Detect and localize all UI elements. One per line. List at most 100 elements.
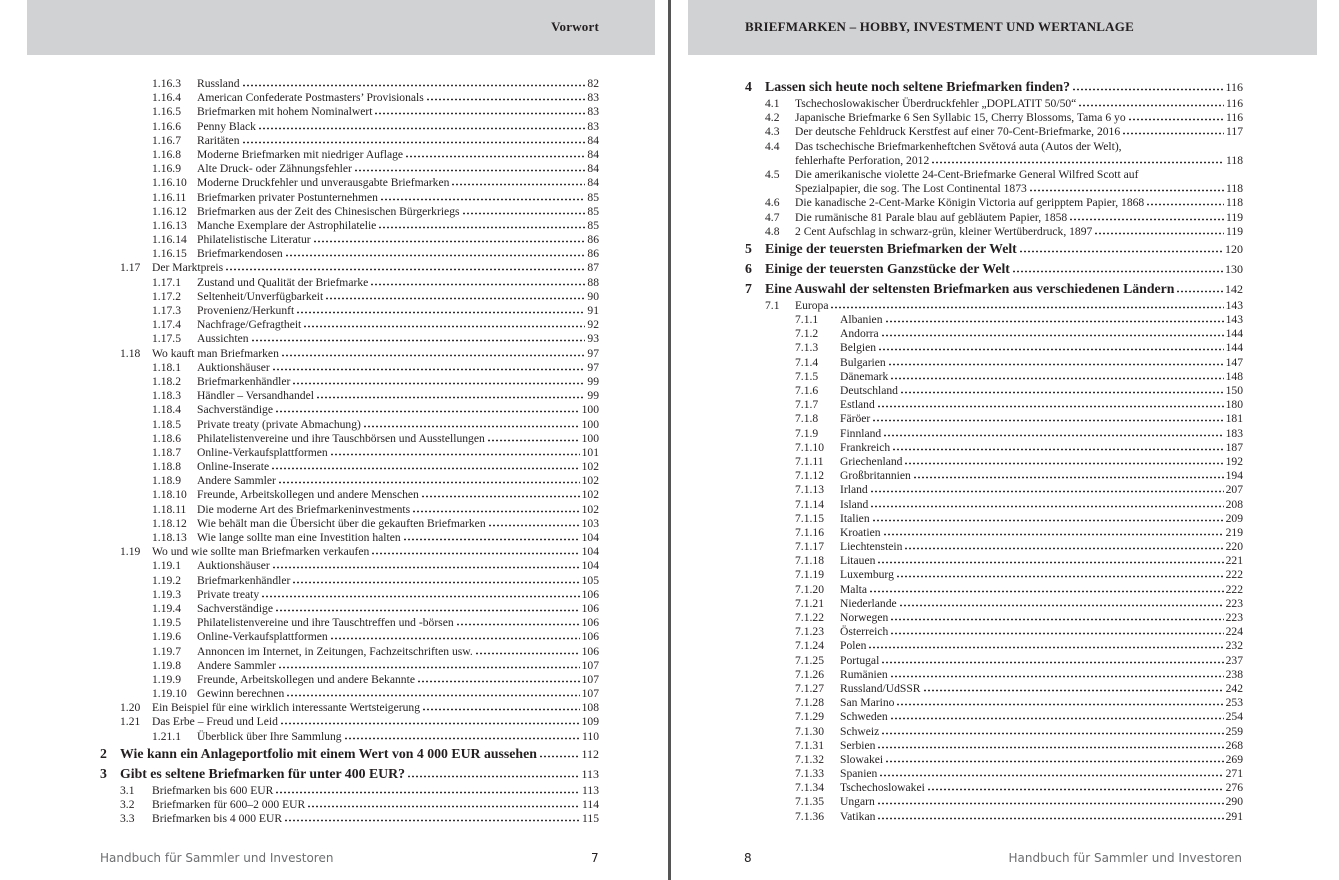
toc-entry[interactable]: 1.18 Wo kauft man Briefmarken 97	[100, 347, 599, 361]
toc-entry[interactable]: 1.17.1 Zustand und Qualität der Briefmark…	[100, 276, 599, 290]
toc-entry[interactable]: 3.3 Briefmarken bis 4 000 EUR 115	[100, 812, 599, 826]
toc-entry[interactable]: 1.18.11 Die moderne Art des Briefmarkenin…	[100, 503, 599, 517]
toc-entry[interactable]: 1.18.1 Auktionshäuser 97	[100, 361, 599, 375]
toc-entry[interactable]: 1.17.2 Seltenheit/Unverfügbarkeit 90	[100, 290, 599, 304]
toc-entry[interactable]: 7.1.17 Liechtenstein 220	[745, 540, 1243, 554]
toc-entry[interactable]: 7.1.20 Malta 222	[745, 583, 1243, 597]
toc-entry[interactable]: 7.1.1 Albanien 143	[745, 313, 1243, 327]
toc-entry[interactable]: 7.1.22 Norwegen 223	[745, 611, 1243, 625]
toc-entry[interactable]: 7.1.4 Bulgarien 147	[745, 356, 1243, 370]
toc-entry[interactable]: 4.2 Japanische Briefmarke 6 Sen Syllabic …	[745, 111, 1243, 125]
toc-entry[interactable]: 7.1.7 Estland 180	[745, 398, 1243, 412]
toc-entry[interactable]: 3.2 Briefmarken für 600–2 000 EUR 114	[100, 798, 599, 812]
toc-entry[interactable]: 4.6 Die kanadische 2-Cent-Marke Königin V…	[745, 196, 1243, 210]
toc-entry[interactable]: 7.1.27 Russland/UdSSR 242	[745, 682, 1243, 696]
toc-entry[interactable]: 1.17.4 Nachfrage/Gefragtheit 92	[100, 318, 599, 332]
toc-entry[interactable]: 1.16.11 Briefmarken privater Postunterneh…	[100, 191, 599, 205]
toc-entry[interactable]: 1.16.14 Philatelistische Literatur 86	[100, 233, 599, 247]
toc-entry[interactable]: 1.18.9 Andere Sammler 102	[100, 474, 599, 488]
toc-entry[interactable]: 4.1 Tschechoslowakischer Überdruckfehler …	[745, 97, 1243, 111]
toc-entry[interactable]: 1.19.4 Sachverständige 106	[100, 602, 599, 616]
toc-entry[interactable]: 6 Einige der teuersten Ganzstücke der Wel…	[745, 259, 1243, 279]
toc-entry[interactable]: 1.19.2 Briefmarkenhändler 105	[100, 574, 599, 588]
toc-entry[interactable]: 7 Eine Auswahl der seltensten Briefmarken…	[745, 279, 1243, 299]
toc-entry[interactable]: 1.18.6 Philatelistenvereine und ihre Taus…	[100, 432, 599, 446]
toc-entry[interactable]: 7.1.16 Kroatien 219	[745, 526, 1243, 540]
toc-entry[interactable]: 7.1.26 Rumänien 238	[745, 668, 1243, 682]
toc-entry[interactable]: 7.1.2 Andorra 144	[745, 327, 1243, 341]
toc-entry[interactable]: 4.7 Die rumänische 81 Parale blau auf geb…	[745, 211, 1243, 225]
toc-entry[interactable]: 1.19.8 Andere Sammler 107	[100, 659, 599, 673]
toc-entry[interactable]: 1.20 Ein Beispiel für eine wirklich inter…	[100, 701, 599, 715]
toc-entry[interactable]: 1.19.3 Private treaty 106	[100, 588, 599, 602]
toc-entry[interactable]: 1.21.1 Überblick über Ihre Sammlung 110	[100, 730, 599, 744]
toc-entry[interactable]: 7.1.21 Niederlande 223	[745, 597, 1243, 611]
toc-entry[interactable]: 1.17 Der Marktpreis 87	[100, 261, 599, 275]
toc-entry[interactable]: 7.1.10 Frankreich 187	[745, 441, 1243, 455]
toc-entry[interactable]: 3.1 Briefmarken bis 600 EUR 113	[100, 784, 599, 798]
toc-entry[interactable]: 7.1.33 Spanien 271	[745, 767, 1243, 781]
toc-entry[interactable]: 1.18.2 Briefmarkenhändler 99	[100, 375, 599, 389]
toc-entry[interactable]: 7.1.25 Portugal 237	[745, 654, 1243, 668]
toc-entry[interactable]: 1.16.3 Russland 82	[100, 77, 599, 91]
toc-entry[interactable]: 1.16.5 Briefmarken mit hohem Nominalwert 8…	[100, 105, 599, 119]
toc-entry[interactable]: 7.1.34 Tschechoslowakei 276	[745, 781, 1243, 795]
toc-entry[interactable]: 7.1.36 Vatikan 291	[745, 810, 1243, 824]
toc-entry[interactable]: 1.19.9 Freunde, Arbeitskollegen und ander…	[100, 673, 599, 687]
toc-entry[interactable]: 1.16.6 Penny Black 83	[100, 120, 599, 134]
toc-entry[interactable]: 7.1.8 Färöer 181	[745, 412, 1243, 426]
toc-entry[interactable]: 1.16.7 Raritäten 84	[100, 134, 599, 148]
toc-entry[interactable]: 1.19.7 Annoncen im Internet, in Zeitungen…	[100, 645, 599, 659]
toc-entry[interactable]: 4 Lassen sich heute noch seltene Briefmar…	[745, 77, 1243, 97]
toc-entry[interactable]: 1.19.1 Auktionshäuser 104	[100, 559, 599, 573]
toc-entry[interactable]: 1.19 Wo und wie sollte man Briefmarken ve…	[100, 545, 599, 559]
toc-entry[interactable]: 1.19.10 Gewinn berechnen 107	[100, 687, 599, 701]
toc-entry[interactable]: 1.16.4 American Confederate Postmasters’ …	[100, 91, 599, 105]
toc-entry[interactable]: 1.16.12 Briefmarken aus der Zeit des Chin…	[100, 205, 599, 219]
toc-entry[interactable]: 7.1.13 Irland 207	[745, 483, 1243, 497]
toc-entry[interactable]: 4.3 Der deutsche Fehldruck Kerstfest auf …	[745, 125, 1243, 139]
toc-entry[interactable]: 7.1.35 Ungarn 290	[745, 795, 1243, 809]
toc-entry[interactable]: 1.18.8 Online-Inserate 102	[100, 460, 599, 474]
toc-entry[interactable]: 1.18.13 Wie lange sollte man eine Investi…	[100, 531, 599, 545]
toc-entry[interactable]: 1.16.9 Alte Druck- oder Zähnungsfehler 84	[100, 162, 599, 176]
toc-entry[interactable]: 1.18.5 Private treaty (private Abmachung)…	[100, 418, 599, 432]
toc-entry[interactable]: 1.18.10 Freunde, Arbeitskollegen und ande…	[100, 488, 599, 502]
toc-entry[interactable]: 7.1.23 Österreich 224	[745, 625, 1243, 639]
toc-entry[interactable]: 7.1.29 Schweden 254	[745, 710, 1243, 724]
toc-entry[interactable]: 4.8 2 Cent Aufschlag in schwarz-grün, kle…	[745, 225, 1243, 239]
toc-entry[interactable]: 1.19.5 Philatelistenvereine und ihre Taus…	[100, 616, 599, 630]
toc-entry[interactable]: 3 Gibt es seltene Briefmarken für unter 4…	[100, 764, 599, 784]
toc-entry[interactable]: 1.17.5 Aussichten 93	[100, 332, 599, 346]
toc-entry[interactable]: 7.1 Europa 143	[745, 299, 1243, 313]
toc-entry[interactable]: 7.1.18 Litauen 221	[745, 554, 1243, 568]
toc-entry[interactable]: 7.1.9 Finnland 183	[745, 427, 1243, 441]
toc-entry[interactable]: 1.16.13 Manche Exemplare der Astrophilate…	[100, 219, 599, 233]
toc-entry[interactable]: 7.1.15 Italien 209	[745, 512, 1243, 526]
toc-entry[interactable]: 7.1.6 Deutschland 150	[745, 384, 1243, 398]
toc-entry[interactable]: 4.5 Die amerikanische violette 24-Cent-Br…	[745, 168, 1243, 196]
toc-entry[interactable]: 1.16.10 Moderne Druckfehler und unverausg…	[100, 176, 599, 190]
toc-entry[interactable]: 1.18.7 Online-Verkaufsplattformen 101	[100, 446, 599, 460]
toc-entry[interactable]: 1.18.3 Händler – Versandhandel 99	[100, 389, 599, 403]
toc-entry[interactable]: 5 Einige der teuersten Briefmarken der We…	[745, 239, 1243, 259]
toc-entry[interactable]: 7.1.24 Polen 232	[745, 639, 1243, 653]
toc-entry[interactable]: 7.1.32 Slowakei 269	[745, 753, 1243, 767]
toc-entry[interactable]: 1.18.4 Sachverständige 100	[100, 403, 599, 417]
toc-entry[interactable]: 1.17.3 Provenienz/Herkunft 91	[100, 304, 599, 318]
toc-entry[interactable]: 1.18.12 Wie behält man die Übersicht über…	[100, 517, 599, 531]
toc-entry[interactable]: 1.21 Das Erbe – Freud und Leid 109	[100, 715, 599, 729]
toc-entry[interactable]: 7.1.14 Island 208	[745, 498, 1243, 512]
toc-entry[interactable]: 7.1.5 Dänemark 148	[745, 370, 1243, 384]
toc-entry[interactable]: 1.16.15 Briefmarkendosen 86	[100, 247, 599, 261]
toc-entry[interactable]: 7.1.12 Großbritannien 194	[745, 469, 1243, 483]
toc-entry[interactable]: 2 Wie kann ein Anlageportfolio mit einem …	[100, 744, 599, 764]
toc-entry[interactable]: 7.1.30 Schweiz 259	[745, 725, 1243, 739]
toc-entry[interactable]: 7.1.11 Griechenland 192	[745, 455, 1243, 469]
toc-entry[interactable]: 4.4 Das tschechische Briefmarkenheftchen …	[745, 140, 1243, 168]
toc-entry[interactable]: 1.19.6 Online-Verkaufsplattformen 106	[100, 630, 599, 644]
toc-entry[interactable]: 7.1.31 Serbien 268	[745, 739, 1243, 753]
toc-entry[interactable]: 7.1.3 Belgien 144	[745, 341, 1243, 355]
toc-entry[interactable]: 1.16.8 Moderne Briefmarken mit niedriger …	[100, 148, 599, 162]
toc-entry[interactable]: 7.1.19 Luxemburg 222	[745, 568, 1243, 582]
